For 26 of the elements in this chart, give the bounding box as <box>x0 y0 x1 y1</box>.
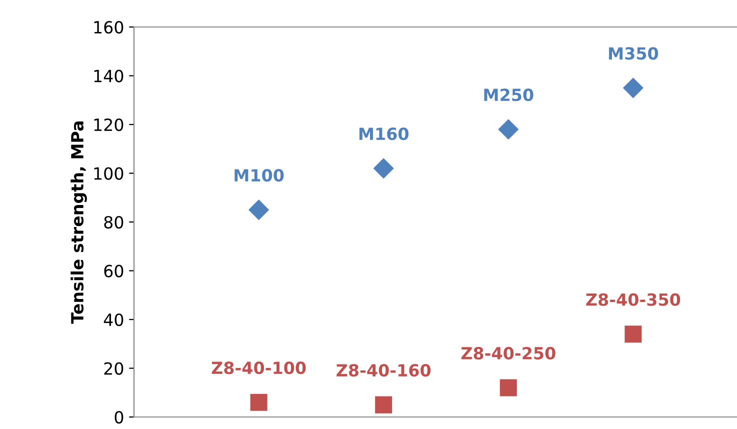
y-tick-label: 20 <box>104 362 124 375</box>
point <box>373 158 394 179</box>
point <box>500 379 517 396</box>
y-tick-label: 100 <box>94 167 124 180</box>
point <box>250 394 268 411</box>
data-label: Z8-40-250 <box>461 346 556 360</box>
y-tick-label: 60 <box>104 264 124 278</box>
data-label: Z8-40-100 <box>212 362 306 374</box>
data-label: Z8-40-160 <box>336 364 431 377</box>
y-tick-label: 140 <box>94 70 124 82</box>
data-label: M160 <box>359 128 408 140</box>
data-label: Z8-40-350 <box>586 293 680 306</box>
point <box>498 119 519 140</box>
y-tick-label: 160 <box>94 20 124 34</box>
data-label: M100 <box>234 168 284 182</box>
point <box>375 396 392 414</box>
y-tick-label: 80 <box>104 216 124 229</box>
data-label: M350 <box>609 47 658 60</box>
y-tick-label: 0 <box>114 410 124 424</box>
point <box>622 78 644 98</box>
y-tick-label: 40 <box>104 313 124 326</box>
y-axis-title: Tensile strength, MPa <box>70 122 87 324</box>
y-tick-label: 120 <box>94 118 124 132</box>
point <box>624 326 642 343</box>
data-label: M250 <box>484 88 534 102</box>
point <box>248 200 270 220</box>
